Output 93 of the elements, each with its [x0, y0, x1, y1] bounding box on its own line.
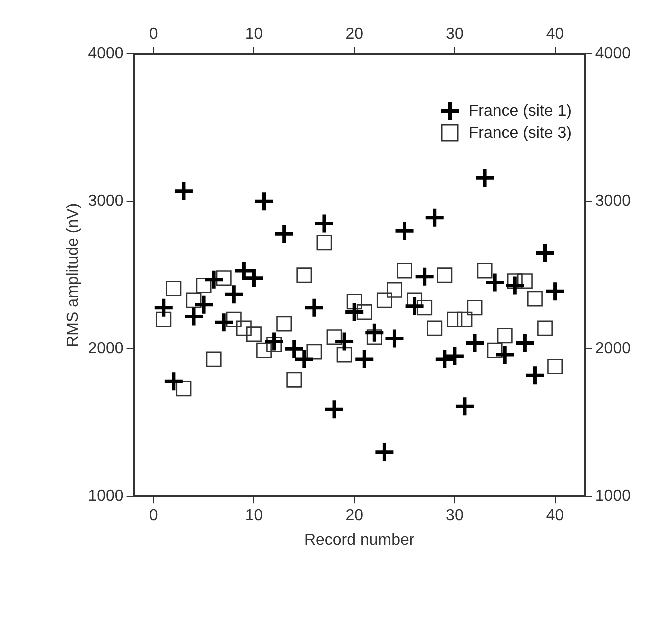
point [517, 274, 533, 290]
point [186, 292, 202, 308]
x-tick-label: 0 [149, 26, 158, 44]
point [286, 372, 302, 388]
point [464, 332, 486, 354]
y-tick-label: 3000 [88, 193, 124, 210]
point [414, 266, 436, 288]
point [296, 268, 312, 284]
y2-tick-label: 2000 [595, 340, 632, 358]
point [387, 282, 402, 298]
point [548, 359, 564, 375]
point [206, 352, 222, 368]
point [397, 263, 412, 279]
point [366, 330, 382, 346]
point [477, 263, 493, 279]
point [336, 347, 352, 363]
y2-tick-label: 1000 [595, 488, 632, 506]
point [324, 398, 346, 420]
point [213, 312, 235, 334]
point [528, 291, 543, 307]
point [254, 190, 276, 212]
point [344, 302, 366, 324]
point [494, 344, 516, 366]
x-tick-label: 10 [245, 26, 264, 44]
x-tick-label: 40 [546, 26, 564, 44]
point [153, 297, 175, 319]
point [266, 336, 282, 352]
point [316, 235, 332, 251]
point [264, 331, 286, 353]
point [454, 396, 476, 418]
y-tick-label: 4000 [88, 46, 124, 63]
legend-label: France (site 1) [468, 102, 572, 122]
point [534, 242, 556, 264]
point [326, 330, 342, 346]
point [274, 223, 296, 245]
point [166, 280, 182, 296]
point [354, 348, 376, 370]
point [538, 320, 553, 336]
point [457, 312, 473, 328]
point [314, 213, 336, 235]
point [346, 294, 362, 310]
point [226, 312, 242, 328]
point [216, 270, 232, 286]
x2-tick-label: 40 [546, 508, 564, 525]
point [246, 326, 262, 342]
point [374, 442, 396, 464]
point [467, 300, 483, 316]
point [424, 207, 446, 229]
point [173, 180, 195, 202]
point [417, 300, 433, 316]
point [276, 316, 292, 332]
point [376, 292, 392, 308]
point [304, 297, 326, 319]
point [427, 320, 443, 336]
x2-tick-label: 30 [446, 508, 464, 525]
y2-tick-label: 3000 [595, 193, 632, 210]
y-tick-label: 1000 [88, 488, 124, 506]
point [356, 304, 372, 320]
point [544, 280, 566, 302]
x-axis-title: Record number [304, 532, 416, 549]
x2-tick-label: 10 [245, 508, 264, 525]
point [514, 332, 536, 354]
point [236, 320, 252, 336]
x-tick-label: 20 [346, 26, 364, 44]
point [447, 312, 463, 328]
point [437, 268, 453, 284]
legend-label: France (site 3) [468, 124, 572, 144]
x-tick-label: 30 [446, 26, 464, 44]
x2-tick-label: 20 [346, 508, 364, 525]
point [394, 220, 416, 242]
point [504, 274, 526, 296]
point [334, 331, 356, 353]
y2-tick-label: 4000 [595, 46, 632, 63]
point [364, 322, 386, 344]
y-tick-label: 2000 [88, 340, 124, 358]
point [256, 342, 272, 358]
point [507, 274, 523, 290]
point [183, 306, 205, 328]
point [156, 312, 172, 328]
point [306, 344, 322, 360]
point [474, 167, 496, 189]
point [223, 284, 245, 306]
x2-tick-label: 0 [149, 508, 158, 525]
point [497, 328, 513, 344]
point [384, 328, 406, 350]
point [163, 370, 185, 392]
point [203, 269, 225, 291]
y-axis-title: RMS amplitude (nV) [65, 203, 82, 348]
point [193, 294, 215, 316]
point [487, 342, 503, 358]
point [404, 296, 426, 318]
point [484, 272, 506, 294]
point [524, 364, 546, 386]
